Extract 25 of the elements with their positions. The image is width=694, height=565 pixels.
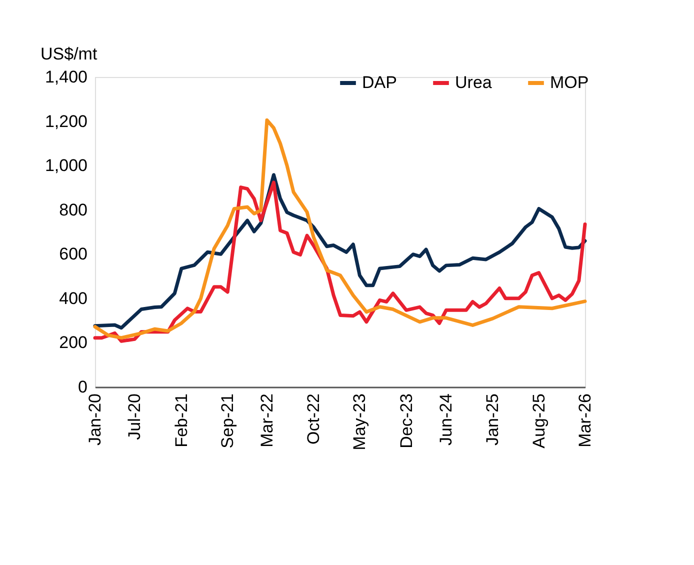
- x-tick-label: Mar-22: [257, 394, 276, 448]
- y-tick-label: 0: [78, 378, 88, 396]
- x-tick-label: Sep-21: [218, 394, 238, 448]
- x-tick-label: Jul-20: [125, 394, 144, 440]
- x-tick-label: Aug-25: [529, 394, 548, 448]
- legend-label: DAP: [362, 73, 397, 92]
- x-tick-label: May-23: [350, 394, 370, 450]
- x-tick-label: Jun-24: [436, 394, 456, 446]
- y-tick-label: 1,000: [44, 156, 88, 176]
- y-tick-label: 1,400: [44, 68, 88, 86]
- x-tick-label: Mar-26: [576, 394, 594, 448]
- x-tick-label: Oct-22: [304, 394, 324, 445]
- x-tick-label: Jan-20: [86, 394, 104, 446]
- legend-label: Urea: [455, 73, 492, 92]
- y-tick-label: 1,200: [44, 112, 88, 131]
- line-series: [93, 118, 587, 340]
- x-tick-label: Jan-25: [483, 394, 502, 446]
- x-tick-label: Dec-23: [396, 394, 416, 448]
- y-tick-label: 600: [59, 244, 88, 264]
- y-tick-label: 800: [59, 200, 88, 220]
- y-tick-label: 400: [59, 288, 88, 308]
- x-tick-label: Feb-21: [172, 394, 191, 448]
- legend-label: MOP: [550, 73, 589, 92]
- y-axis-title: US$/mt: [40, 44, 98, 64]
- y-tick-label: 200: [59, 333, 88, 352]
